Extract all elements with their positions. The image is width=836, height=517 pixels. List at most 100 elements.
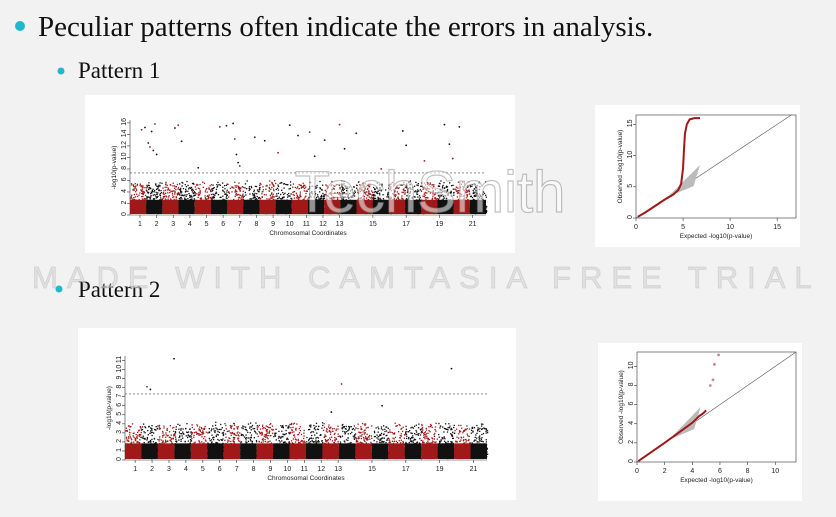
background-point <box>398 187 400 189</box>
background-point <box>427 197 429 199</box>
background-point <box>160 189 162 192</box>
background-point <box>193 198 195 200</box>
background-point <box>187 198 189 200</box>
background-point <box>188 436 191 438</box>
background-point <box>172 437 175 439</box>
background-point <box>127 439 129 441</box>
background-point <box>208 194 210 196</box>
background-point <box>467 190 469 192</box>
background-point <box>389 198 391 201</box>
background-point <box>184 198 187 201</box>
background-point <box>326 187 329 189</box>
point <box>218 126 221 128</box>
background-point <box>261 191 263 193</box>
background-point <box>425 196 427 199</box>
background-point <box>468 189 470 191</box>
background-point <box>426 192 428 194</box>
background-point <box>162 187 164 189</box>
background-point <box>147 429 149 432</box>
background-point <box>320 197 323 200</box>
background-point <box>206 195 208 198</box>
background-point <box>150 441 152 443</box>
background-point <box>282 196 284 198</box>
background-point <box>290 184 292 186</box>
y-tick-label: 15 <box>627 119 634 127</box>
background-point <box>348 186 351 188</box>
background-point <box>146 438 149 440</box>
background-point <box>415 190 417 192</box>
background-point <box>196 193 198 195</box>
background-point <box>327 195 329 198</box>
background-band <box>469 199 486 214</box>
background-point <box>169 425 172 427</box>
background-point <box>256 193 258 195</box>
background-point <box>215 435 218 437</box>
background-point <box>314 190 316 193</box>
background-point <box>165 196 168 198</box>
background-point <box>149 187 151 190</box>
background-point <box>213 186 215 189</box>
background-point <box>265 188 267 190</box>
background-point <box>132 432 134 435</box>
background-point <box>434 189 437 191</box>
background-point <box>167 192 169 194</box>
background-point <box>468 190 470 192</box>
background-point <box>212 197 214 199</box>
background-point <box>133 188 135 190</box>
background-point <box>353 186 355 188</box>
background-point <box>305 190 307 192</box>
background-point <box>390 196 392 198</box>
background-point <box>417 189 419 191</box>
background-point <box>256 195 258 198</box>
background-point <box>347 196 349 198</box>
background-point <box>200 433 202 436</box>
background-point <box>190 431 192 433</box>
background-point <box>151 425 153 427</box>
background-point <box>154 428 156 431</box>
background-point <box>447 194 450 196</box>
background-point <box>185 435 187 437</box>
background-point <box>226 197 228 200</box>
background-point <box>204 195 206 197</box>
background-point <box>184 197 186 199</box>
background-point <box>220 196 222 198</box>
background-point <box>217 431 219 433</box>
background-point <box>317 195 319 198</box>
background-point <box>181 185 183 187</box>
background-point <box>393 198 396 200</box>
y-axis-label: -log10(p-value) <box>111 146 118 190</box>
background-point <box>377 198 379 200</box>
background-point <box>432 193 434 195</box>
y-tick-label: 8 <box>121 166 128 170</box>
background-point <box>450 185 453 187</box>
background-point <box>173 196 175 198</box>
background-point <box>340 196 342 198</box>
background-point <box>473 194 475 197</box>
background-point <box>178 431 181 433</box>
background-point <box>175 196 177 198</box>
background-point <box>293 190 295 193</box>
background-point <box>431 197 434 199</box>
point <box>277 151 279 154</box>
point <box>155 153 158 156</box>
background-point <box>254 195 256 197</box>
background-point <box>469 184 471 186</box>
background-point <box>148 187 150 189</box>
background-point <box>166 184 168 186</box>
background-point <box>456 192 459 194</box>
background-point <box>199 192 201 194</box>
background-point <box>403 181 405 183</box>
background-point <box>204 435 206 438</box>
background-point <box>441 187 444 189</box>
background-point <box>420 185 422 187</box>
background-point <box>361 188 363 191</box>
point <box>423 159 426 162</box>
background-band <box>146 199 163 214</box>
background-point <box>191 191 194 193</box>
background-point <box>144 427 147 429</box>
background-point <box>129 436 132 438</box>
background-point <box>292 183 295 185</box>
background-point <box>152 198 155 200</box>
background-point <box>130 198 132 200</box>
background-point <box>183 195 185 197</box>
